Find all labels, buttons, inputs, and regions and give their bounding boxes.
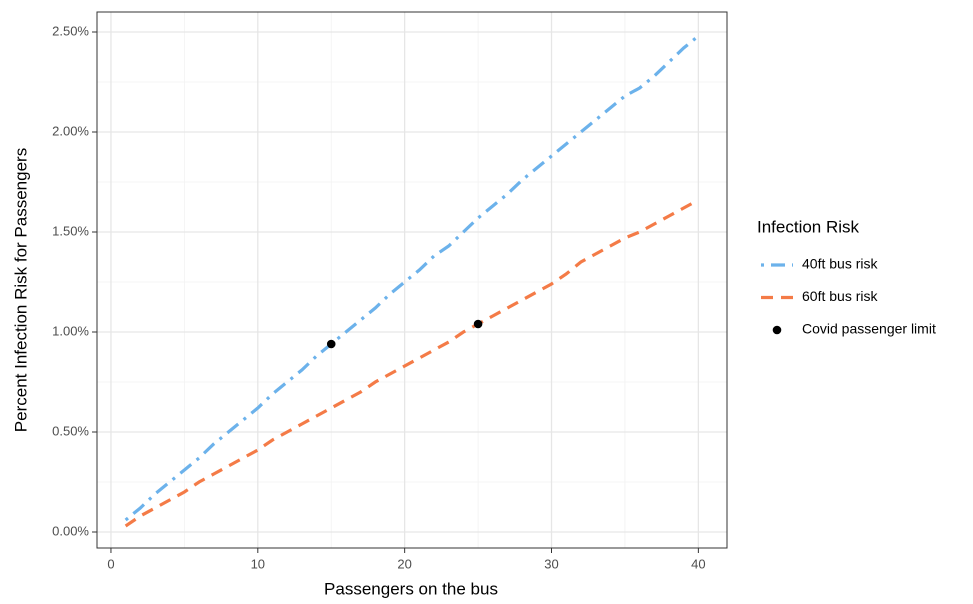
x-tick-label: 40	[691, 556, 705, 571]
y-tick-label: 2.50%	[52, 23, 89, 38]
y-tick-label: 0.50%	[52, 423, 89, 438]
x-axis-title: Passengers on the bus	[324, 579, 498, 598]
legend-title: Infection Risk	[757, 217, 860, 236]
line	[124, 198, 700, 528]
point	[473, 319, 483, 329]
legend-key	[772, 325, 782, 335]
y-tick-label: 1.00%	[52, 323, 89, 338]
legend-label: Covid passenger limit	[802, 321, 936, 337]
panel-border	[96, 11, 728, 549]
x-tick-label: 0	[107, 556, 114, 571]
y-tick-label: 2.00%	[52, 123, 89, 138]
legend-label: 60ft bus risk	[802, 288, 878, 304]
legend-label: 40ft bus risk	[802, 256, 878, 272]
line	[124, 34, 700, 522]
y-tick-label: 1.50%	[52, 223, 89, 238]
y-axis-title: Percent Infection Risk for Passengers	[11, 148, 30, 432]
x-tick-label: 30	[544, 556, 558, 571]
y-tick-label: 0.00%	[52, 523, 89, 538]
x-tick-label: 20	[397, 556, 411, 571]
x-tick-label: 10	[251, 556, 265, 571]
point	[326, 339, 336, 349]
